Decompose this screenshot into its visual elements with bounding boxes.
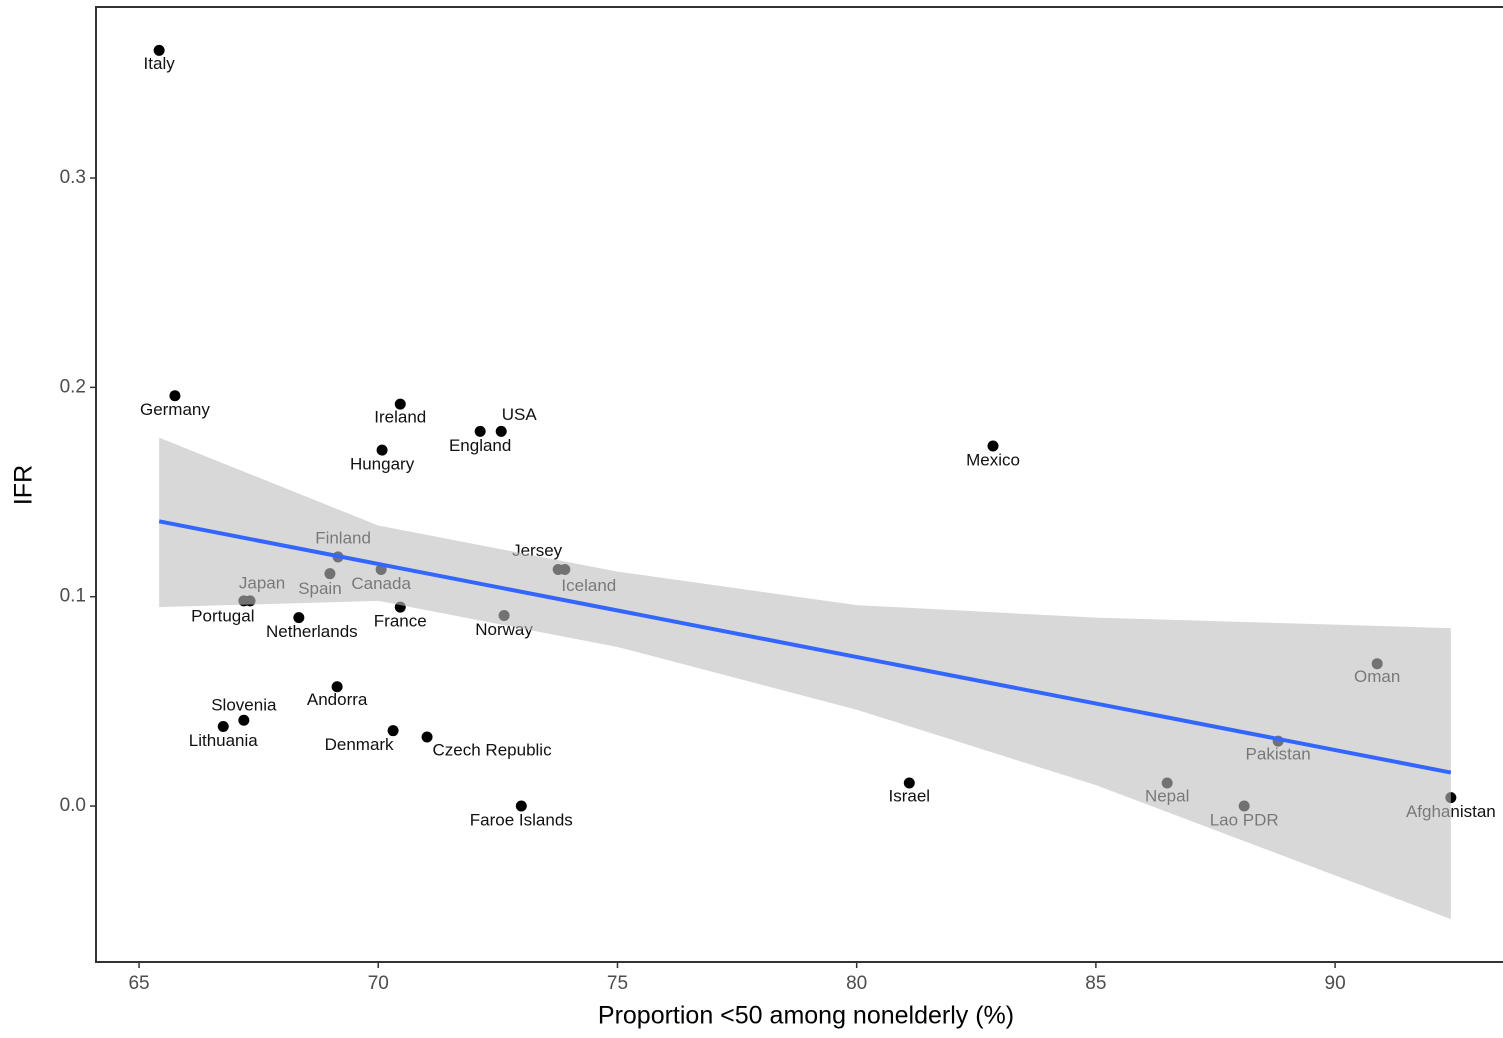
point — [903, 777, 915, 789]
point-label: Hungary — [350, 455, 415, 474]
point-label: Ireland — [374, 408, 426, 427]
x-tick-label: 70 — [368, 973, 389, 994]
point — [153, 44, 165, 56]
plot-frame — [95, 6, 1503, 963]
point-label: Netherlands — [266, 622, 358, 641]
point-label: Slovenia — [211, 696, 277, 715]
y-tick-label: 0.0 — [60, 795, 86, 816]
x-tick-label: 65 — [128, 973, 149, 994]
point-label: Italy — [144, 54, 176, 73]
point — [495, 425, 507, 437]
point — [387, 725, 399, 737]
point-label: Israel — [889, 787, 931, 806]
point — [169, 390, 181, 402]
point-label: Andorra — [307, 690, 368, 709]
fit-line — [158, 519, 1452, 775]
x-tick-label: 75 — [607, 973, 628, 994]
point-label: Czech Republic — [433, 740, 553, 759]
x-axis-title: Proportion <50 among nonelderly (%) — [598, 1002, 1014, 1030]
point — [376, 444, 388, 456]
point-label: USA — [502, 405, 538, 424]
point-label: Germany — [140, 400, 210, 419]
x-tick-label: 90 — [1325, 973, 1346, 994]
point — [394, 398, 406, 410]
y-tick-label: 0.3 — [60, 167, 86, 188]
point-label: Portugal — [191, 606, 254, 625]
point-label: Mexico — [966, 450, 1020, 469]
y-tick-label: 0.2 — [60, 376, 86, 397]
point — [474, 425, 486, 437]
point-label: England — [449, 436, 511, 455]
x-tick-label: 80 — [846, 973, 867, 994]
point — [421, 731, 433, 743]
y-tick-label: 0.1 — [60, 586, 86, 607]
point — [515, 800, 527, 812]
x-tick-label: 85 — [1085, 973, 1106, 994]
point-label: Faroe Islands — [470, 811, 573, 830]
point — [238, 714, 250, 726]
point — [331, 681, 343, 693]
point — [293, 612, 305, 624]
y-axis-title: IFR — [10, 465, 38, 505]
point — [987, 440, 999, 452]
point — [217, 720, 229, 732]
point-label: Denmark — [325, 735, 394, 754]
point-label: Lithuania — [189, 731, 259, 750]
point-label: France — [374, 612, 427, 631]
confidence-band — [159, 437, 1451, 920]
